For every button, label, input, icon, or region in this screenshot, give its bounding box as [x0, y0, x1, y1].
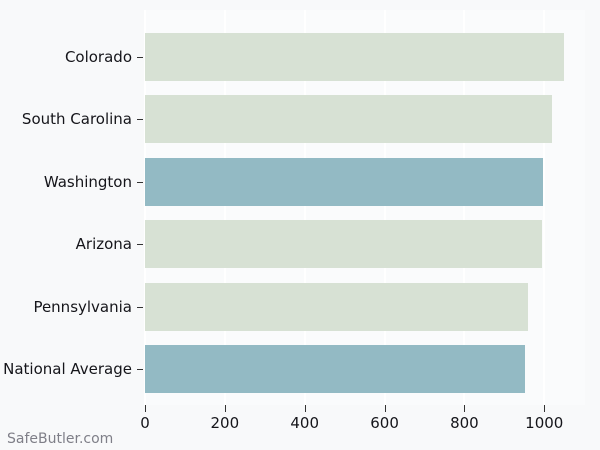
gridline-1000 [543, 10, 546, 405]
y-tick-mark [137, 57, 143, 58]
bar-south-carolina [145, 95, 553, 144]
plot-area [144, 10, 585, 405]
x-tick-mark [304, 405, 306, 412]
x-tick-label-800: 800 [450, 414, 479, 432]
x-tick-label-400: 400 [290, 414, 320, 432]
y-tick-label-pennsylvania: Pennsylvania [33, 297, 132, 316]
gridline-600 [383, 10, 386, 405]
y-tick-label-washington: Washington [43, 172, 132, 191]
y-tick-label-south-carolina: South Carolina [21, 110, 132, 129]
y-tick-mark [137, 181, 143, 183]
gridline-400 [303, 10, 306, 405]
x-tick-label-1000: 1000 [525, 414, 564, 432]
x-tick-mark [544, 405, 546, 412]
x-tick-mark [464, 405, 466, 412]
bar-colorado [145, 33, 564, 81]
gridline-200 [223, 10, 226, 405]
x-tick-label-200: 200 [210, 414, 240, 432]
y-tick-label-colorado: Colorado [64, 48, 132, 66]
gridline-800 [463, 10, 466, 405]
gridline-0 [144, 10, 146, 405]
y-tick-mark [137, 306, 143, 308]
bar-pennsylvania [145, 282, 528, 331]
y-tick-mark [137, 119, 143, 121]
x-tick-mark [384, 405, 386, 412]
x-tick-mark [224, 405, 226, 412]
x-tick-label-600: 600 [370, 414, 399, 432]
bar-arizona [145, 220, 542, 269]
y-tick-label-national-average: National Average [3, 360, 132, 378]
x-tick-mark [145, 405, 146, 412]
y-tick-mark [137, 369, 143, 370]
bar-national-average [145, 345, 525, 393]
x-tick-label-0: 0 [140, 414, 150, 432]
y-tick-mark [137, 244, 143, 246]
watermark: SafeButler.com [7, 431, 114, 447]
y-tick-label-arizona: Arizona [75, 235, 132, 254]
bar-washington [145, 157, 543, 206]
